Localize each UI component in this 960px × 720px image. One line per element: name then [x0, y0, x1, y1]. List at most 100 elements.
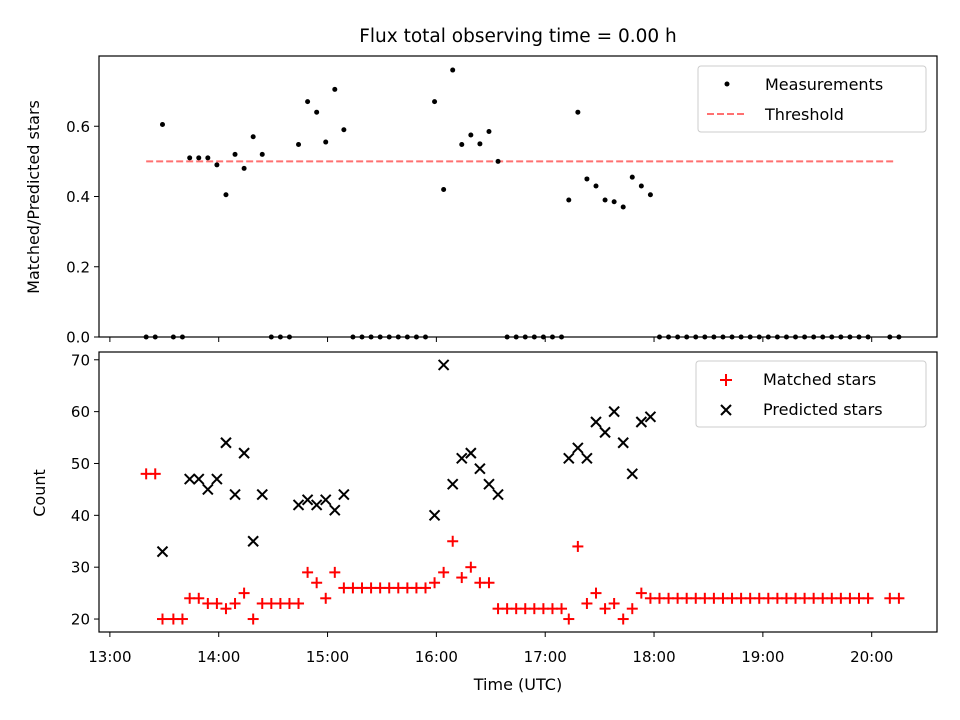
count-y-axis-label: Count: [30, 469, 49, 517]
matched-star-point: [229, 597, 241, 609]
measurement-point: [566, 197, 572, 203]
measurement-point: [495, 158, 501, 164]
measurement-point: [341, 127, 347, 133]
measurement-point: [477, 141, 483, 147]
legend-matched-marker: [720, 374, 732, 386]
x-axis-label: Time (UTC): [473, 675, 562, 694]
legend-matched-label: Matched stars: [763, 370, 876, 389]
count-axes-frame: [98, 351, 938, 633]
measurement-point: [575, 109, 581, 115]
predicted-star-point: [635, 416, 648, 428]
matched-star-point: [149, 468, 161, 480]
measurement-point: [232, 151, 238, 157]
matched-star-point: [193, 592, 205, 604]
predicted-star-point: [563, 452, 575, 465]
measurement-point: [459, 142, 465, 148]
matched-star-point: [447, 535, 459, 547]
predicted-star-point: [320, 494, 332, 506]
matched-star-point: [176, 613, 188, 625]
count-panel: 20 30 40 50 60 70 13:00 14:00 15:00 16:00 17:00 18…: [30, 351, 938, 694]
count-y-tick-label: 30: [71, 559, 90, 577]
ratio-y-ticks: 0.0 0.2 0.4 0.6: [66, 118, 99, 347]
matched-star-point: [302, 566, 314, 578]
predicted-star-point: [247, 535, 259, 547]
predicted-star-point: [599, 426, 611, 439]
measurement-point: [441, 186, 447, 192]
predicted-star-point: [310, 499, 323, 511]
measurement-point: [305, 99, 311, 105]
predicted-star-point: [338, 488, 350, 501]
measurement-point: [468, 132, 474, 138]
matched-star-point: [599, 603, 611, 615]
measurement-point: [432, 99, 438, 105]
predicted-star-point: [220, 437, 232, 449]
ratio-legend: Measurements Threshold: [697, 65, 927, 133]
predicted-star-point: [581, 452, 593, 465]
legend-predicted-marker: [720, 404, 732, 416]
count-y-tick-label: 20: [71, 611, 90, 629]
predicted-star-point: [465, 447, 477, 459]
predicted-star-point: [446, 478, 459, 490]
measurement-point: [602, 197, 608, 203]
matched-star-point: [156, 613, 168, 625]
matched-star-point: [320, 592, 332, 604]
measurement-point: [314, 109, 320, 115]
x-tick-label: 18:00: [632, 648, 675, 666]
matched-star-point: [590, 587, 602, 599]
count-y-ticks: 20 30 40 50 60 70: [71, 351, 99, 629]
matched-star-point: [220, 603, 232, 615]
matched-star-point: [617, 613, 629, 625]
predicted-star-point: [572, 442, 584, 454]
predicted-star-point: [211, 473, 223, 485]
measurement-point: [223, 192, 229, 198]
measurement-point: [486, 129, 492, 135]
ratio-panel: 0.0 0.2 0.4 0.6 Matched/Predicted stars Mea…: [24, 55, 938, 347]
legend-measurements-marker: [724, 81, 730, 87]
predicted-star-point: [202, 483, 214, 496]
measurement-point: [323, 139, 329, 145]
predicted-star-point: [617, 437, 629, 449]
matched-star-point: [438, 566, 450, 578]
x-tick-label: 13:00: [88, 648, 131, 666]
measurement-point: [296, 142, 302, 148]
count-y-tick-label: 50: [71, 455, 90, 473]
legend-measurements-label: Measurements: [765, 75, 883, 94]
measurement-point: [159, 121, 165, 127]
matched-star-point: [608, 597, 620, 609]
count-y-tick-label: 40: [71, 507, 90, 525]
predicted-star-point: [590, 416, 602, 428]
predicted-star-point: [292, 499, 305, 511]
measurement-point: [214, 162, 220, 168]
matched-star-point: [456, 572, 468, 584]
matched-star-point: [635, 587, 647, 599]
predicted-star-point: [644, 411, 657, 423]
matched-star-point: [293, 597, 305, 609]
measurement-point: [241, 165, 247, 171]
ratio-y-tick-label: 0.2: [66, 258, 90, 276]
predicted-star-point: [329, 504, 341, 516]
measurement-point: [629, 174, 635, 180]
measurement-point: [638, 183, 644, 189]
predicted-star-point: [229, 488, 241, 501]
count-legend: Matched stars Predicted stars: [695, 360, 927, 428]
matched-star-point: [465, 561, 477, 573]
measurement-point: [647, 192, 653, 198]
ratio-x-ticks: [109, 337, 873, 342]
matched-star-point: [211, 597, 223, 609]
measurement-point: [450, 67, 456, 73]
ratio-legend-box: [697, 65, 927, 133]
count-legend-box: [695, 360, 927, 428]
matched-star-point: [893, 592, 905, 604]
ratio-y-tick-label: 0.0: [66, 329, 90, 347]
matched-star-point: [311, 577, 323, 589]
chart-title: Flux total observing time = 0.00 h: [359, 26, 677, 47]
predicted-star-point: [238, 447, 250, 459]
predicted-star-point: [156, 545, 169, 558]
matched-star-point: [581, 597, 593, 609]
predicted-star-point: [456, 452, 468, 465]
matched-star-point: [238, 587, 250, 599]
matched-star-point: [563, 613, 575, 625]
x-tick-label: 19:00: [741, 648, 784, 666]
x-tick-label: 14:00: [197, 648, 240, 666]
